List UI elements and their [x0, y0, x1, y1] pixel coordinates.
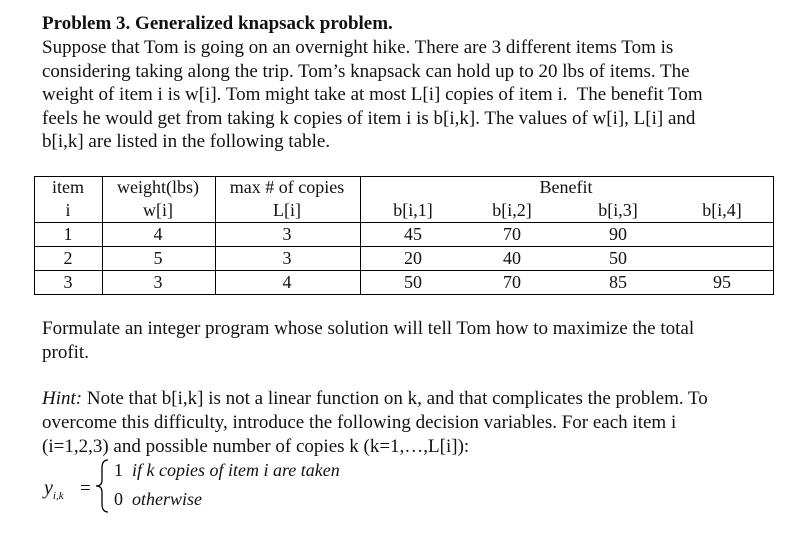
case: 0 otherwise [114, 488, 202, 510]
cell: 3 [282, 248, 292, 268]
rule [34, 246, 774, 247]
cell: 45 [404, 224, 422, 244]
subheader-cell: b[i,3] [598, 200, 638, 220]
intro-line: feels he would get from taking k copies … [42, 107, 696, 129]
case: 1 if k copies of item i are taken [114, 459, 340, 481]
cell: 3 [282, 224, 292, 244]
cell: 3 [153, 272, 163, 292]
cell: 1 [63, 224, 73, 244]
subheader-cell: w[i] [143, 200, 173, 220]
cell: 70 [503, 224, 521, 244]
header-cell: item [52, 177, 84, 197]
hint-line: (i=1,2,3) and possible number of copies … [42, 436, 470, 457]
cell: 95 [713, 272, 731, 292]
rule [34, 176, 35, 294]
cell: 70 [503, 272, 521, 292]
subscript: i,k [52, 490, 64, 502]
header-cell: Benefit [539, 177, 593, 197]
intro-line: b[i,k] are listed in the following table… [42, 131, 331, 153]
rule [34, 294, 774, 295]
variable: yi,k [44, 477, 64, 507]
cell: 85 [609, 272, 627, 292]
intro-line: weight of item i is w[i]. Tom might take… [42, 84, 703, 106]
hint-line: Hint: Note that b[i,k] is not a linear f… [42, 388, 708, 410]
rule [360, 176, 361, 294]
intro-line: considering taking along the trip. Tom’s… [42, 60, 690, 82]
header-cell: max # of copies [229, 177, 345, 197]
rule [102, 176, 103, 294]
var: y [44, 477, 53, 499]
title: Problem 3. Generalized knapsack problem. [42, 13, 393, 34]
case-value: 1 [114, 460, 123, 480]
subheader-cell: b[i,1] [393, 200, 433, 220]
subheader-cell: i [65, 200, 71, 220]
cell: 50 [404, 272, 422, 292]
case-condition: if k copies of item i are taken [132, 460, 340, 480]
rule [34, 222, 774, 223]
subheader-cell: b[i,4] [702, 200, 742, 220]
rule [215, 176, 216, 294]
cell: 20 [404, 248, 422, 268]
cell: 90 [609, 224, 627, 244]
cell: 4 [282, 272, 292, 292]
hint-text: Note that b[i,k] is not a linear functio… [82, 388, 708, 409]
cell: 4 [153, 224, 163, 244]
case-condition: otherwise [132, 489, 202, 509]
cell: 3 [63, 272, 73, 292]
subheader-cell: L[i] [273, 200, 301, 220]
cell: 40 [503, 248, 521, 268]
case-value: 0 [114, 489, 123, 509]
rule [34, 270, 774, 271]
formulate-line: Formulate an integer program whose solut… [42, 318, 695, 339]
header-cell: weight(lbs) [117, 177, 199, 197]
cell: 5 [153, 248, 163, 268]
equals: = [80, 478, 91, 499]
rule [34, 176, 774, 177]
intro-line: Suppose that Tom is going on an overnigh… [42, 37, 674, 58]
rule [773, 176, 774, 294]
cell: 50 [609, 248, 627, 268]
hint-label: Hint: [42, 388, 83, 409]
cell: 2 [63, 248, 73, 268]
hint-line: overcome this difficulty, introduce the … [42, 412, 677, 433]
brace [95, 459, 109, 513]
subheader-cell: b[i,2] [492, 200, 532, 220]
formulate-line: profit. [42, 342, 89, 363]
